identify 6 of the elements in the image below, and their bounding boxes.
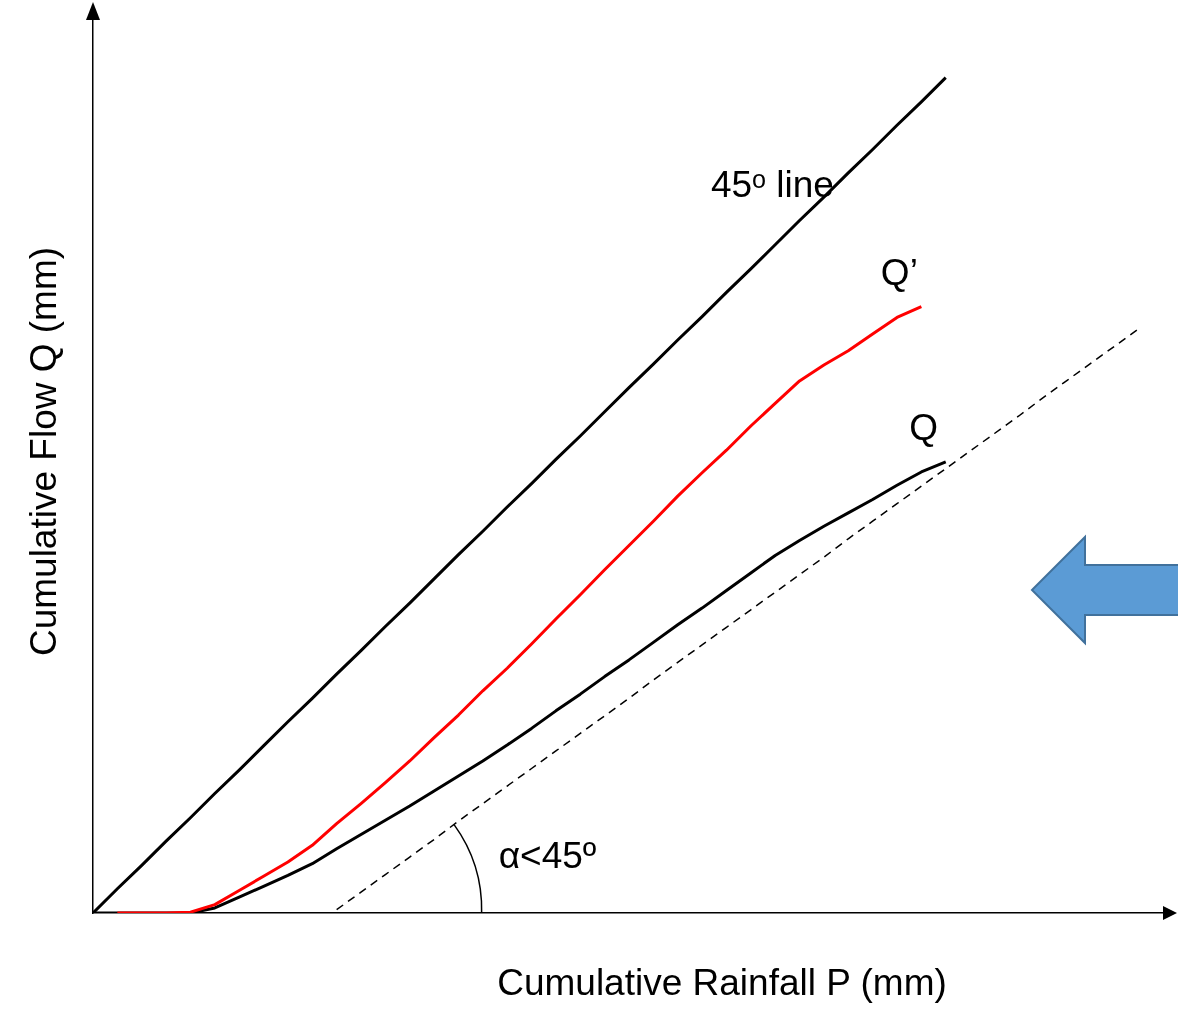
series-label: Q — [909, 406, 939, 448]
x-axis-title: Cumulative Rainfall P (mm) — [497, 962, 947, 1003]
annotation: α<45º — [498, 835, 597, 876]
series-label: Q’ — [880, 251, 918, 293]
series-label: 45ᵒ line — [710, 164, 834, 206]
y-axis-title: Cumulative Flow Q (mm) — [23, 246, 64, 657]
